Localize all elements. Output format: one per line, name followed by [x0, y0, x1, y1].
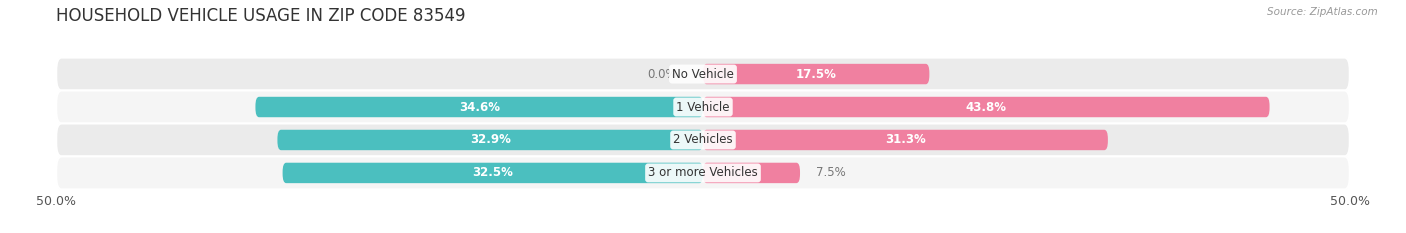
- Text: No Vehicle: No Vehicle: [672, 68, 734, 81]
- Text: 3 or more Vehicles: 3 or more Vehicles: [648, 166, 758, 179]
- Text: 17.5%: 17.5%: [796, 68, 837, 81]
- FancyBboxPatch shape: [703, 163, 800, 183]
- FancyBboxPatch shape: [56, 123, 1350, 156]
- Text: 43.8%: 43.8%: [966, 100, 1007, 113]
- FancyBboxPatch shape: [256, 97, 703, 117]
- FancyBboxPatch shape: [56, 156, 1350, 189]
- Text: 32.5%: 32.5%: [472, 166, 513, 179]
- Text: Source: ZipAtlas.com: Source: ZipAtlas.com: [1267, 7, 1378, 17]
- Text: 2 Vehicles: 2 Vehicles: [673, 134, 733, 147]
- Text: 32.9%: 32.9%: [470, 134, 510, 147]
- FancyBboxPatch shape: [277, 130, 703, 150]
- FancyBboxPatch shape: [703, 130, 1108, 150]
- FancyBboxPatch shape: [703, 97, 1270, 117]
- FancyBboxPatch shape: [56, 91, 1350, 123]
- Text: 7.5%: 7.5%: [815, 166, 845, 179]
- Text: 1 Vehicle: 1 Vehicle: [676, 100, 730, 113]
- Text: 31.3%: 31.3%: [884, 134, 925, 147]
- FancyBboxPatch shape: [283, 163, 703, 183]
- Text: HOUSEHOLD VEHICLE USAGE IN ZIP CODE 83549: HOUSEHOLD VEHICLE USAGE IN ZIP CODE 8354…: [56, 7, 465, 25]
- Text: 0.0%: 0.0%: [648, 68, 678, 81]
- FancyBboxPatch shape: [703, 64, 929, 84]
- FancyBboxPatch shape: [56, 58, 1350, 91]
- Text: 34.6%: 34.6%: [458, 100, 499, 113]
